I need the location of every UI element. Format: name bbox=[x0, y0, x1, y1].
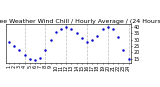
Title: Milwaukee Weather Wind Chill / Hourly Average / (24 Hours): Milwaukee Weather Wind Chill / Hourly Av… bbox=[0, 19, 160, 24]
